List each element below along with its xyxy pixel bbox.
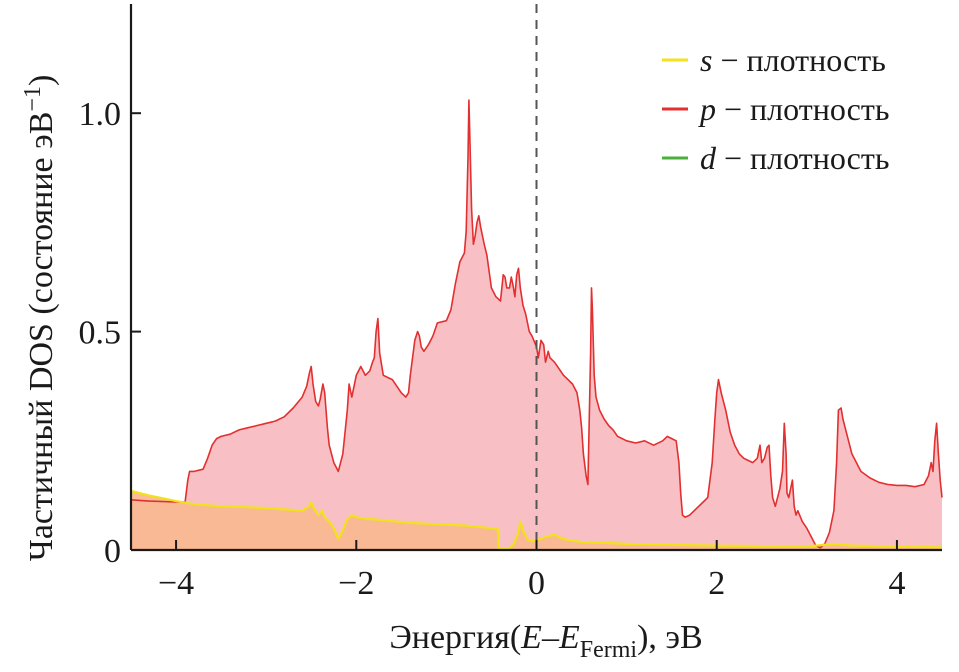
x-tick-label: 2 bbox=[708, 565, 725, 602]
y-tick-label: 0.5 bbox=[79, 315, 122, 352]
series-p-line bbox=[130, 99, 943, 549]
legend-series-name: p bbox=[698, 91, 716, 127]
x-axis-title: Энергия(E–EFermi), эВ bbox=[389, 619, 702, 663]
x-axis-title-suffix: ), эВ bbox=[637, 619, 703, 656]
x-tick-label: 4 bbox=[888, 565, 905, 602]
x-axis-title-var: E bbox=[520, 619, 542, 656]
x-axis-title-sub: Fermi bbox=[580, 637, 638, 663]
y-axis-title-close: ) bbox=[23, 75, 60, 86]
x-tick-label: −4 bbox=[158, 565, 194, 602]
legend-label-s: s − плотность bbox=[700, 42, 886, 78]
y-tick-label: 1.0 bbox=[79, 96, 122, 133]
y-axis-title-main: Частичный DOS (состояние эВ bbox=[23, 112, 60, 562]
x-axis-title-dash: – bbox=[541, 619, 560, 656]
y-axis-title: Частичный DOS (состояние эВ−1) bbox=[20, 75, 60, 562]
x-tick-label: 0 bbox=[528, 565, 545, 602]
y-tick-label: 0 bbox=[104, 533, 121, 570]
series-s-line bbox=[130, 489, 943, 550]
series-s-area bbox=[131, 491, 942, 550]
legend-series-suffix: − плотность bbox=[712, 42, 885, 78]
series-lines bbox=[130, 99, 943, 550]
x-axis-title-var2: E bbox=[558, 619, 580, 656]
y-ticks: 0 0.5 1.0 bbox=[79, 96, 141, 570]
legend-series-suffix: − плотность bbox=[716, 91, 889, 127]
legend-label-p: p − плотность bbox=[698, 91, 889, 127]
x-axis-title-prefix: Энергия( bbox=[389, 619, 521, 656]
x-tick-label: −2 bbox=[338, 565, 374, 602]
y-axis-title-sup: −1 bbox=[20, 86, 46, 112]
legend-series-suffix: − плотность bbox=[716, 140, 889, 176]
x-ticks: −4 −2 0 2 4 bbox=[158, 540, 905, 602]
legend-series-name: s bbox=[700, 42, 712, 78]
legend-series-name: d bbox=[700, 140, 717, 176]
legend-label-d: d − плотность bbox=[700, 140, 889, 176]
